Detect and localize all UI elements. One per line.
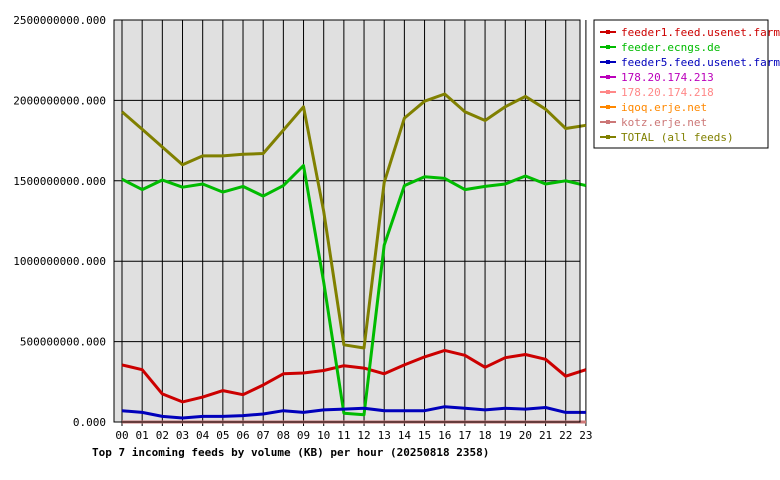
legend-label: feeder5.feed.usenet.farm xyxy=(621,56,780,69)
x-tick-label: 11 xyxy=(337,429,350,442)
x-tick-label: 17 xyxy=(458,429,471,442)
x-tick-label: 08 xyxy=(277,429,290,442)
plot-background xyxy=(114,20,580,422)
legend-marker xyxy=(606,135,610,139)
y-tick-labels: 0.000 500000000.000 1000000000.000 15000000… xyxy=(13,14,106,429)
x-tick-label: 07 xyxy=(257,429,270,442)
legend-label: feeder1.feed.usenet.farm xyxy=(621,26,780,39)
x-tick-labels: 00 01 02 03 04 05 06 07 08 09 10 11 12 13 14 15 16 17 18 19… xyxy=(115,429,592,442)
legend-marker xyxy=(606,45,610,49)
legend-label: iqoq.erje.net xyxy=(621,101,707,114)
x-tick-label: 20 xyxy=(519,429,532,442)
x-tick-label: 01 xyxy=(136,429,149,442)
y-tick-label: 1500000000.000 xyxy=(13,175,106,188)
y-tick-label: 0.000 xyxy=(73,416,106,429)
legend-marker xyxy=(606,120,610,124)
legend-marker xyxy=(606,30,610,34)
y-tick-label: 2500000000.000 xyxy=(13,14,106,27)
y-tick-label: 1000000000.000 xyxy=(13,255,106,268)
legend-marker xyxy=(606,75,610,79)
legend-label: feeder.ecngs.de xyxy=(621,41,720,54)
legend-marker xyxy=(606,90,610,94)
y-tick-label: 500000000.000 xyxy=(20,336,106,349)
x-tick-label: 05 xyxy=(216,429,229,442)
x-tick-label: 19 xyxy=(499,429,512,442)
x-tick-label: 12 xyxy=(357,429,370,442)
x-tick-label: 18 xyxy=(478,429,491,442)
x-tick-label: 15 xyxy=(418,429,431,442)
x-tick-label: 02 xyxy=(156,429,169,442)
series-line-7 xyxy=(121,92,587,350)
x-tick-label: 13 xyxy=(378,429,391,442)
x-tick-label: 14 xyxy=(398,429,412,442)
legend-label: TOTAL (all feeds) xyxy=(621,131,734,144)
series-line-0 xyxy=(121,348,587,404)
x-tick-label: 06 xyxy=(236,429,249,442)
legend-label: kotz.erje.net xyxy=(621,116,707,129)
x-tick-label: 00 xyxy=(115,429,128,442)
x-tick-label: 03 xyxy=(176,429,189,442)
x-tick-label: 09 xyxy=(297,429,310,442)
x-tick-label: 16 xyxy=(438,429,451,442)
legend: feeder1.feed.usenet.farm feeder.ecngs.de f… xyxy=(593,19,780,149)
x-tick-label: 21 xyxy=(539,429,552,442)
legend-marker xyxy=(606,60,610,64)
x-tick-label: 04 xyxy=(196,429,210,442)
x-tick-label: 23 xyxy=(579,429,592,442)
series-line-2 xyxy=(121,405,586,420)
plot-frame xyxy=(113,19,581,423)
legend-label: 178.20.174.218 xyxy=(621,86,714,99)
chart-title: Top 7 incoming feeds by volume (KB) per … xyxy=(92,446,489,459)
legend-marker xyxy=(606,105,610,109)
x-tick-label: 22 xyxy=(559,429,572,442)
legend-box xyxy=(593,19,769,149)
x-tick-label: 10 xyxy=(317,429,330,442)
legend-label: 178.20.174.213 xyxy=(621,71,714,84)
y-tick-label: 2000000000.000 xyxy=(13,94,106,107)
series-line-1 xyxy=(121,164,587,417)
